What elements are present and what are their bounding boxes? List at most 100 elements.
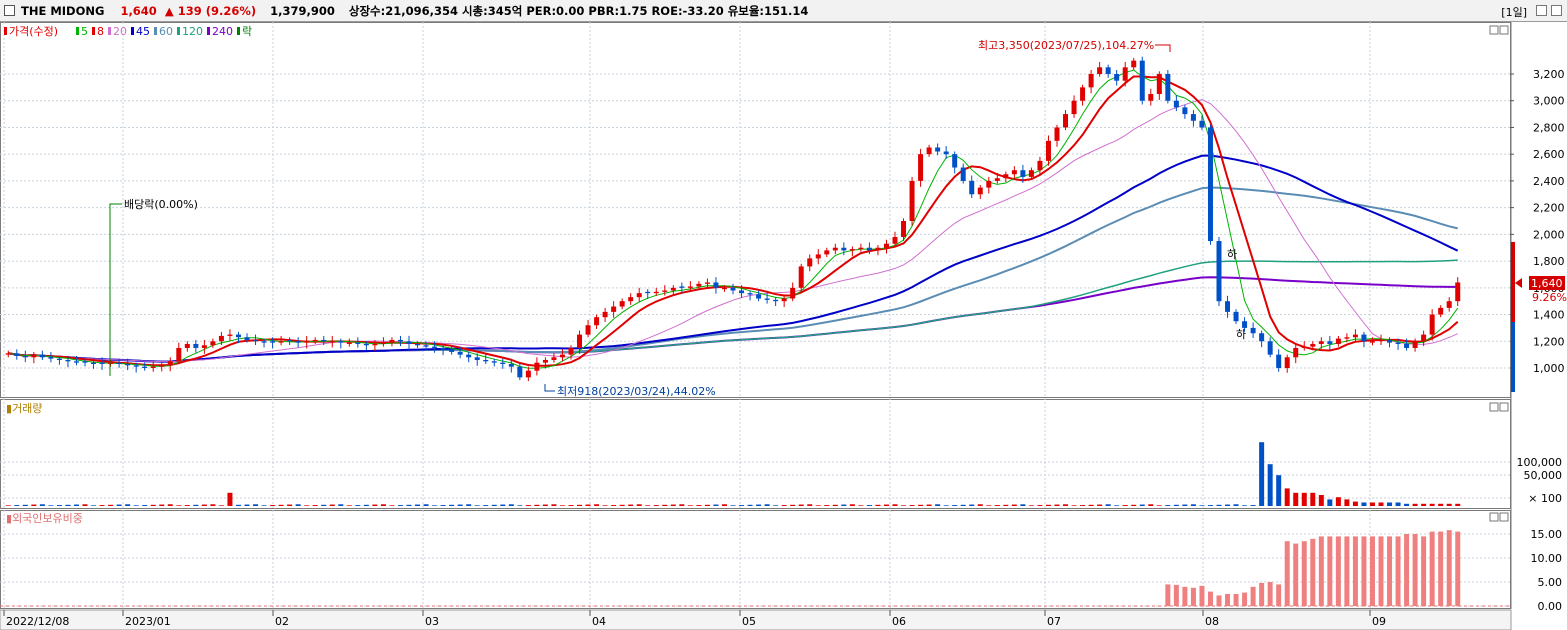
foreign-ratio-panel[interactable] <box>0 510 1511 609</box>
legend-item[interactable]: 45 <box>131 25 150 38</box>
candle-body <box>125 363 131 366</box>
foreign-ratio-bar <box>1335 536 1341 606</box>
volume-bar <box>1259 442 1265 506</box>
period-selector[interactable]: [1일] <box>1501 6 1527 19</box>
volume-bar <box>943 505 949 506</box>
candle-body <box>321 339 327 342</box>
legend-marker <box>76 27 79 35</box>
volume-y-label: 50,000 <box>1524 469 1563 482</box>
volume-bar <box>474 505 480 506</box>
volume-bar <box>926 504 932 506</box>
candle-body <box>142 366 148 368</box>
candle <box>1165 69 1171 104</box>
foreign-ratio-bar <box>1438 531 1444 606</box>
candle <box>679 282 685 294</box>
volume-panel-close-button[interactable] <box>1499 402 1509 412</box>
candle <box>1404 338 1410 351</box>
volume-panel[interactable] <box>0 399 1511 509</box>
volume-bar <box>397 505 403 506</box>
candle-body <box>56 358 62 360</box>
candle-body <box>696 283 702 287</box>
legend-item[interactable]: 120 <box>177 25 203 38</box>
volume-bar <box>1310 492 1316 506</box>
price-panel[interactable] <box>0 22 1511 398</box>
legend-item[interactable]: 8 <box>92 25 104 38</box>
candle-body <box>1020 170 1026 177</box>
volume-bar <box>730 505 736 506</box>
candle-body <box>1284 357 1290 368</box>
volume-bar <box>159 504 165 506</box>
legend-item[interactable]: 가격(수정) <box>4 25 58 38</box>
candle <box>329 335 335 348</box>
candle <box>798 263 804 292</box>
candle <box>909 176 915 226</box>
volume-panel-max-button[interactable] <box>1489 402 1499 412</box>
legend-item[interactable]: 60 <box>154 25 173 38</box>
candle-body <box>594 317 600 326</box>
candle-body <box>952 154 958 168</box>
volume-bar <box>1455 503 1461 506</box>
candle-body <box>1173 100 1179 108</box>
maximize-button[interactable] <box>1536 5 1547 16</box>
volume-legend-label: 거래량 <box>12 402 42 415</box>
pct-tag-label: 9.26% <box>1532 291 1567 304</box>
volume-bar <box>781 505 787 506</box>
panel-buttons[interactable] <box>1489 25 1509 522</box>
candle-body <box>372 343 378 346</box>
x-label: 08 <box>1205 615 1219 628</box>
candle <box>108 359 114 367</box>
legend-item[interactable]: 락 <box>237 25 252 38</box>
legend-item[interactable]: 5 <box>76 25 88 38</box>
candle <box>201 339 207 354</box>
volume-bar <box>176 505 182 506</box>
volume-bar <box>901 505 907 506</box>
candle-body <box>1225 301 1231 312</box>
volume-bar <box>525 505 531 506</box>
foreign-ratio-bar <box>1361 536 1367 606</box>
candle <box>977 184 983 200</box>
candle-body <box>1446 301 1452 308</box>
candle <box>133 362 139 373</box>
foreign-ratio-bar <box>1455 531 1461 606</box>
volume-bar <box>150 504 156 506</box>
volume-bar <box>1028 505 1034 506</box>
candle <box>466 351 472 363</box>
candle <box>372 339 378 352</box>
candle <box>781 294 787 308</box>
candle-body <box>82 361 88 363</box>
candle-body <box>1011 170 1017 175</box>
candle <box>1378 334 1384 346</box>
x-label: 2023/01 <box>125 615 171 628</box>
candle-body <box>1233 311 1239 322</box>
price-panel-max-button[interactable] <box>1489 25 1499 35</box>
close-button[interactable] <box>1551 5 1562 16</box>
stock-chart[interactable]: 가격(수정) 5 8 20 45 60 120 240 락 ▮거래량 ▮외국인보유비중 배당락(… <box>0 22 1567 630</box>
volume-bar <box>329 504 335 506</box>
volume-bar <box>1404 503 1410 506</box>
candle-body <box>704 282 710 284</box>
candle <box>858 243 864 252</box>
candle <box>82 358 88 367</box>
candle-body <box>619 301 625 307</box>
volume-bar <box>1156 505 1162 506</box>
foreign-panel-max-button[interactable] <box>1489 512 1499 522</box>
header-checkbox[interactable] <box>4 5 15 16</box>
candle <box>1071 95 1077 118</box>
legend-item[interactable]: 240 <box>207 25 233 38</box>
price-panel-close-button[interactable] <box>1499 25 1509 35</box>
volume-bar <box>1173 504 1179 506</box>
foreign-ratio-bar <box>1446 530 1452 606</box>
volume-bar <box>423 504 429 506</box>
candle-body <box>1267 341 1273 355</box>
candle-body <box>227 334 233 336</box>
candle <box>142 362 148 371</box>
candle-body <box>1318 341 1324 344</box>
candle <box>48 351 54 363</box>
volume-bar <box>82 504 88 506</box>
volume-bar <box>542 504 548 506</box>
candle-body <box>1097 67 1103 74</box>
foreign-panel-close-button[interactable] <box>1499 512 1509 522</box>
candle-body <box>1139 60 1145 101</box>
volume-bar <box>193 504 199 506</box>
legend-item[interactable]: 20 <box>108 25 127 38</box>
